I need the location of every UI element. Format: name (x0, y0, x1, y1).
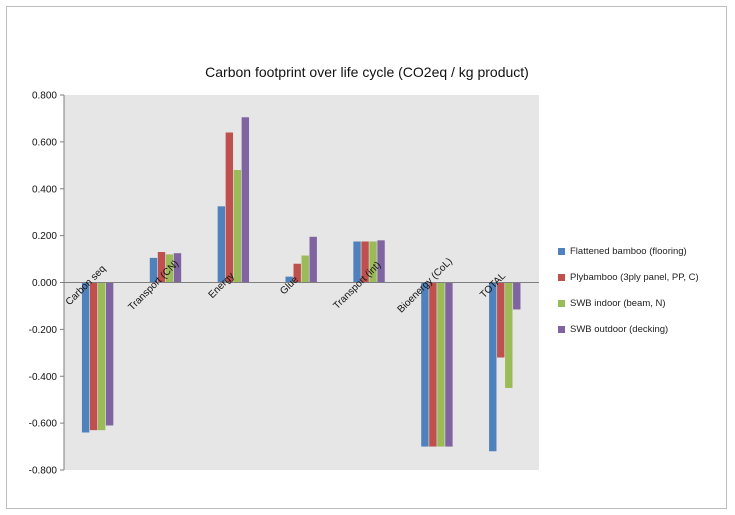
y-tick-label: -0.600 (29, 419, 58, 430)
legend-swatch (558, 273, 565, 281)
legend-label: SWB indoor (beam, N) (570, 297, 666, 309)
bar (173, 253, 182, 283)
legend-item: Flattened bamboo (flooring) (558, 238, 699, 264)
bar (513, 282, 521, 310)
legend-swatch (558, 247, 565, 255)
bar (497, 282, 505, 358)
legend-label: SWB outdoor (decking) (570, 323, 669, 335)
bar (157, 252, 166, 283)
legend-swatch (558, 299, 565, 307)
bar (353, 241, 361, 283)
legend-item: SWB outdoor (decking) (558, 316, 699, 342)
bar (377, 240, 385, 283)
y-tick-label: -0.200 (29, 325, 58, 336)
bar (225, 132, 234, 283)
bar (445, 282, 453, 447)
legend-swatch (558, 325, 565, 333)
bar (505, 282, 513, 388)
bar (437, 282, 445, 447)
bar (369, 241, 377, 283)
plot-area: 0.800 0.600 0.400 0.200 0.000 -0.200 -0.400 -0.… (29, 91, 539, 477)
y-tick-label: 0.000 (32, 278, 57, 289)
bar (361, 241, 369, 283)
bar (149, 257, 158, 283)
bar (489, 282, 497, 452)
bar (429, 282, 437, 447)
bar (97, 282, 106, 431)
legend-item: Plybamboo (3ply panel, PP, C) (558, 264, 699, 290)
bar (241, 117, 250, 283)
bar (81, 282, 90, 433)
y-tick-label: -0.800 (29, 466, 58, 477)
legend-label: Flattened bamboo (flooring) (570, 245, 687, 257)
y-tick-label: 0.400 (32, 184, 57, 195)
y-tick-label: -0.400 (29, 372, 58, 383)
bar (165, 254, 174, 283)
y-tick-label: 0.800 (32, 91, 57, 102)
chart-legend: Flattened bamboo (flooring) Plybamboo (3p… (558, 238, 699, 342)
bar (233, 170, 242, 283)
bar (217, 206, 226, 283)
bar (285, 276, 293, 283)
bar (89, 282, 98, 431)
y-tick-label: 0.600 (32, 137, 57, 148)
bar (309, 236, 317, 283)
legend-label: Plybamboo (3ply panel, PP, C) (570, 271, 699, 283)
bar (293, 263, 301, 283)
bar (105, 282, 114, 426)
bar (301, 255, 309, 283)
chart-title: Carbon footprint over life cycle (CO2eq … (205, 64, 529, 80)
y-tick-label: 0.200 (32, 231, 57, 242)
legend-item: SWB indoor (beam, N) (558, 290, 699, 316)
bar (421, 282, 429, 447)
